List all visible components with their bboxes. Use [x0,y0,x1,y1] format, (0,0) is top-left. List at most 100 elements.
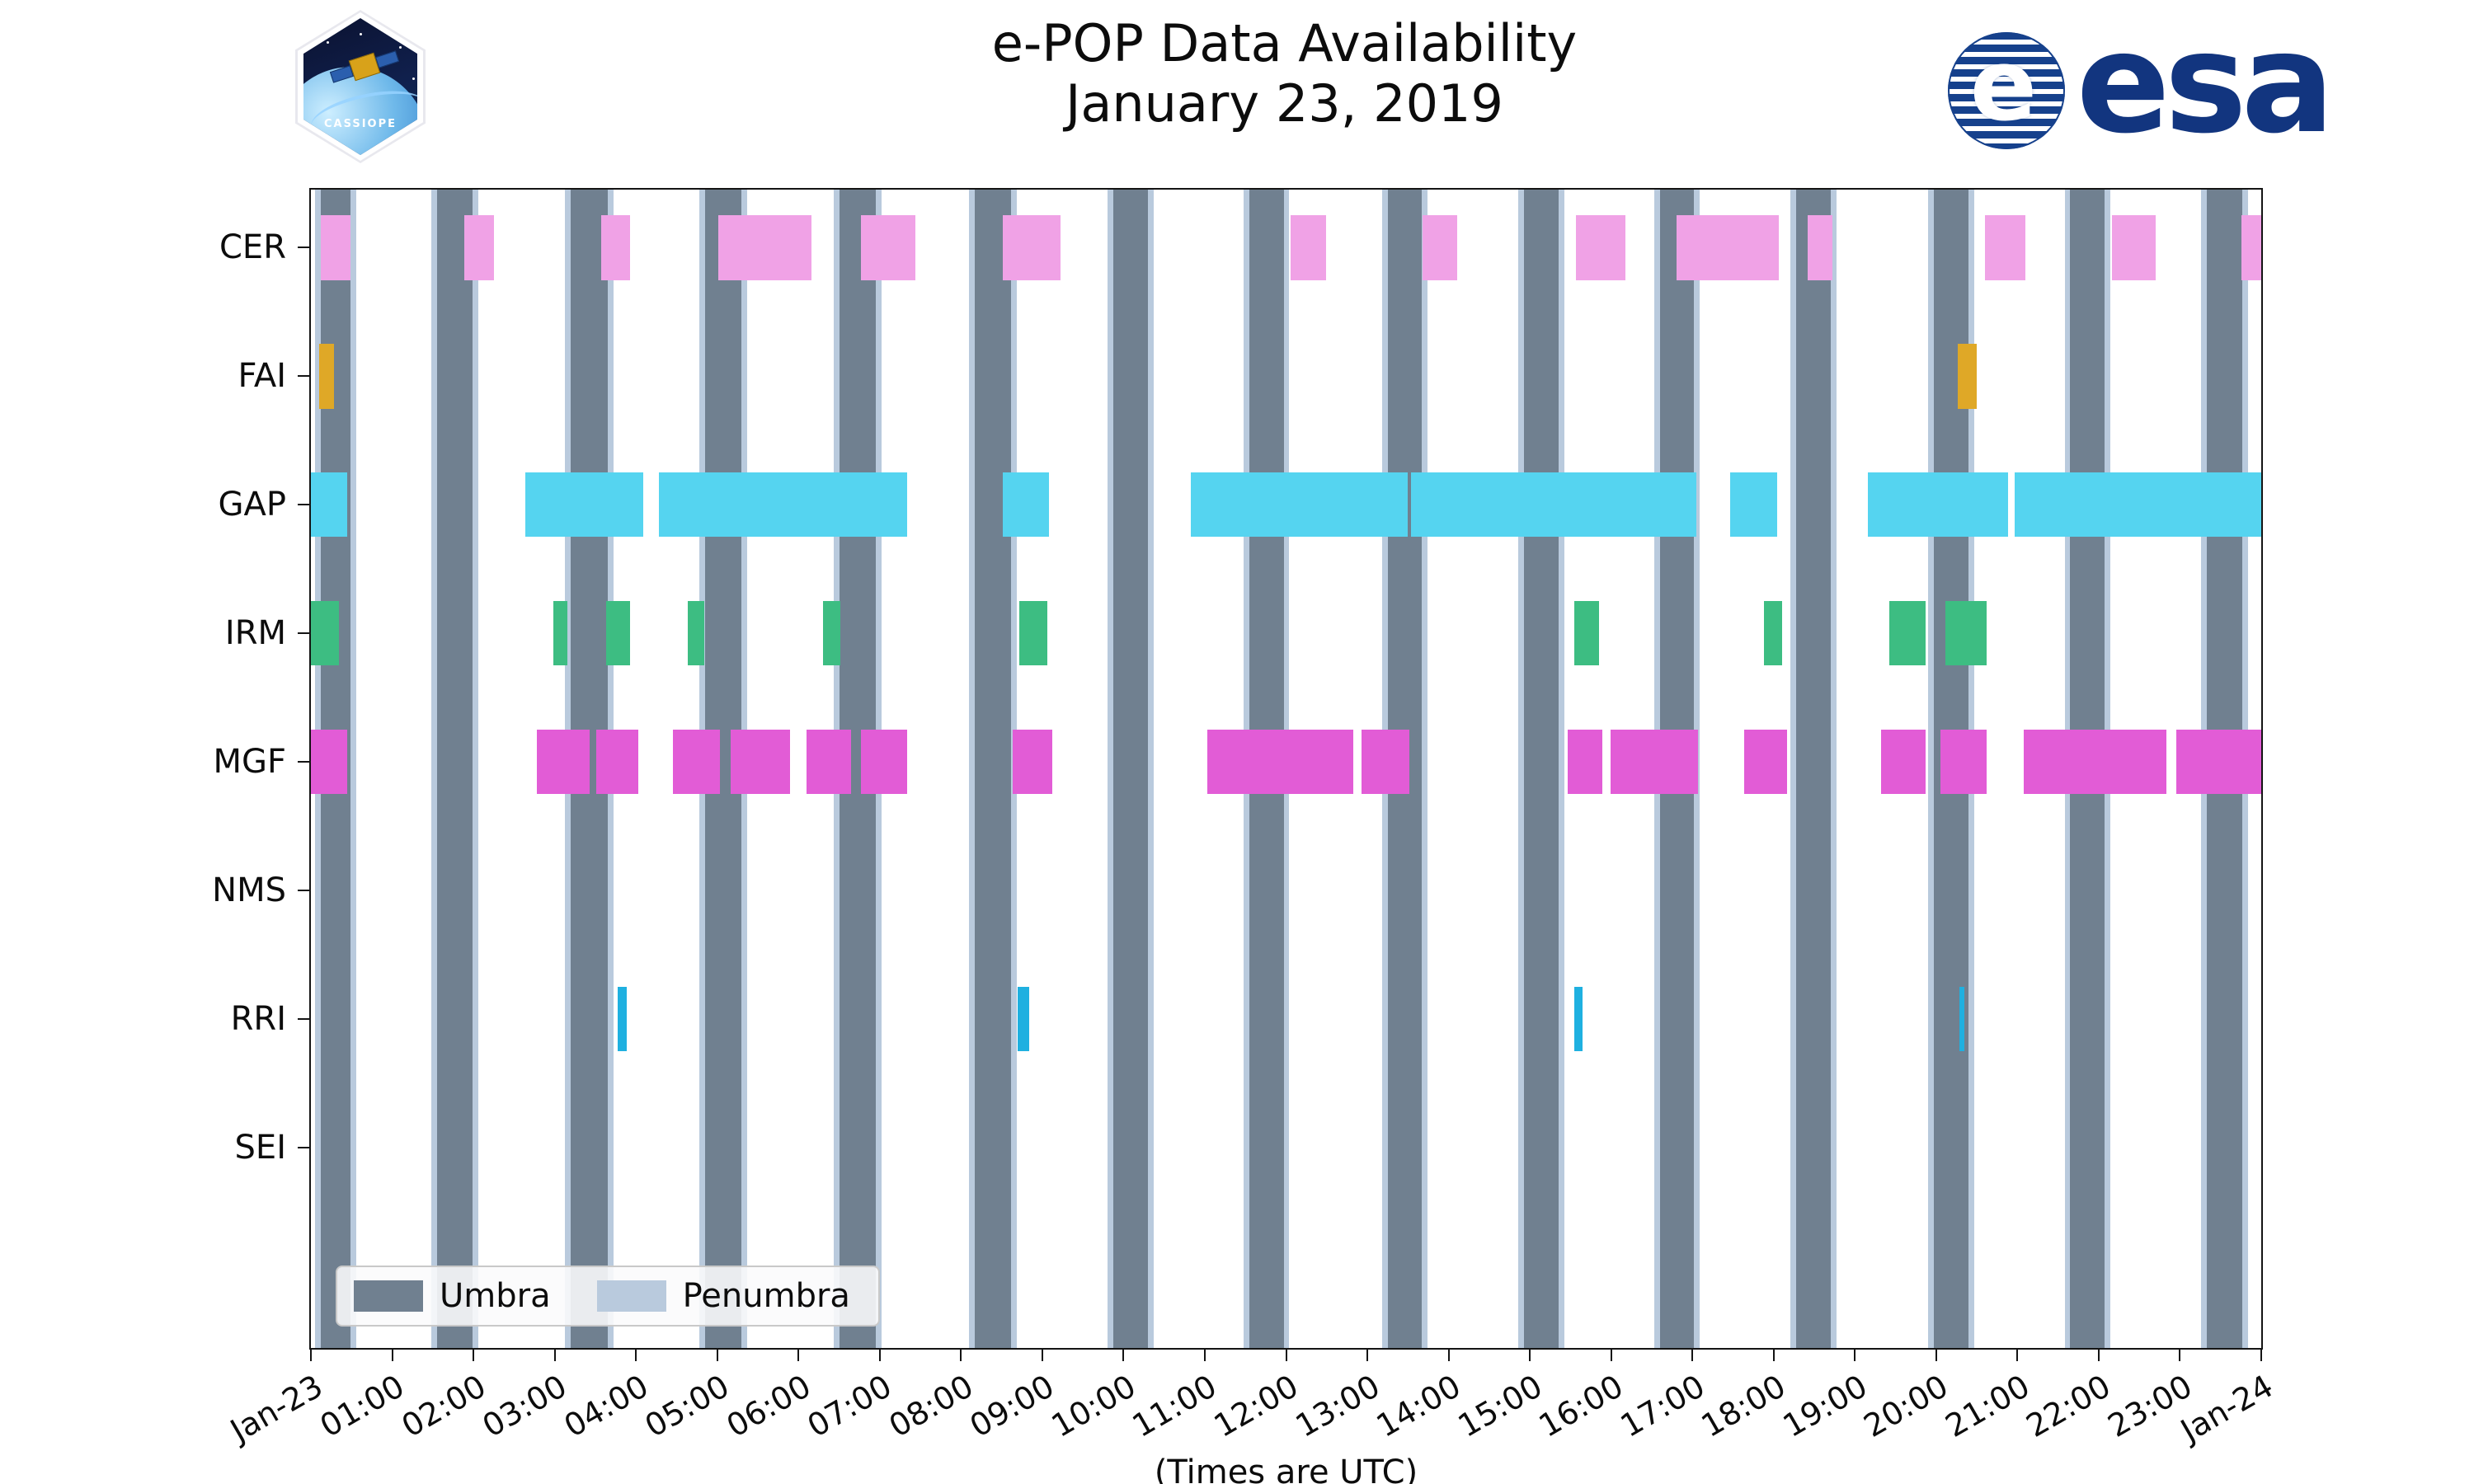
availability-bar-mgf [861,729,908,795]
availability-bar-cer [600,214,631,280]
availability-bar-irm [822,600,840,666]
x-tick-label: Jan-24 [2175,1368,2279,1449]
x-tick-mark [1447,1348,1450,1361]
availability-bar-mgf [731,729,791,795]
availability-bar-cer [320,214,351,280]
y-tick-mark [298,504,311,506]
x-tick-label: 21:00 [1939,1368,2036,1444]
x-tick-mark [1772,1348,1775,1361]
x-tick-mark [1610,1348,1612,1361]
availability-bar-mgf [2175,729,2261,795]
x-tick-mark [2097,1348,2100,1361]
cassiope-label: CASSIOPE [323,118,397,130]
x-tick-mark [473,1348,475,1361]
x-tick-mark [960,1348,962,1361]
x-tick-label: 09:00 [964,1368,1061,1444]
availability-bar-cer [2111,214,2156,280]
x-tick-label: 12:00 [1207,1368,1305,1444]
x-tick-mark [1041,1348,1043,1361]
x-tick-mark [1285,1348,1287,1361]
availability-bar-gap [525,472,644,538]
availability-bar-mgf [2024,729,2166,795]
x-tick-label: 19:00 [1776,1368,1874,1444]
availability-bar-irm [311,600,339,666]
availability-bar-mgf [1940,729,1987,795]
availability-bar-rri [1574,986,1583,1052]
availability-bar-mgf [595,729,639,795]
availability-bar-rri [617,986,628,1052]
x-tick-mark [1529,1348,1531,1361]
y-tick-mark [298,247,311,249]
penumbra-swatch [596,1280,666,1312]
x-tick-label: 02:00 [395,1368,492,1444]
availability-bar-irm [553,600,568,666]
availability-bar-cer [861,214,916,280]
availability-bar-cer [1291,214,1326,280]
esa-logo: e esa [1947,14,2335,153]
x-tick-label: 03:00 [476,1368,573,1444]
x-tick-mark [797,1348,800,1361]
y-tick-mark [298,632,311,635]
x-tick-mark [391,1348,393,1361]
availability-bar-irm [1574,600,1599,666]
umbra-band [975,190,1012,1348]
umbra-band [436,190,473,1348]
availability-bar-irm [605,600,631,666]
x-tick-mark [1935,1348,1937,1361]
x-tick-mark [2016,1348,2019,1361]
y-axis-label-fai: FAI [238,357,287,396]
availability-bar-mgf [807,729,852,795]
axes-layer: CER FAI GAP IRM MGF NMS RRI SEI Jan-23 01:00 02:00… [212,190,2279,1449]
x-tick-label: 18:00 [1695,1368,1792,1444]
y-axis-label-gap: GAP [218,486,286,524]
availability-bar-cer [1808,214,1832,280]
availability-bar-gap [1868,472,2008,538]
x-tick-mark [2179,1348,2181,1361]
x-axis-label: (Times are UTC) [1154,1453,1418,1484]
x-tick-label: 22:00 [2020,1368,2117,1444]
umbra-band [1112,190,1148,1348]
y-tick-mark [298,761,311,763]
esa-globe-icon: e [1947,31,2065,149]
x-tick-label: 08:00 [882,1368,980,1444]
y-tick-mark [298,1146,311,1148]
x-tick-mark [1122,1348,1125,1361]
y-axis-label-nms: NMS [212,871,286,910]
x-tick-label: Jan-23 [224,1368,329,1449]
availability-bar-mgf [1744,729,1787,795]
legend-item-umbra: Umbra [354,1277,551,1315]
legend: Umbra Penumbra [336,1266,880,1327]
x-tick-label: 06:00 [720,1368,817,1444]
x-tick-mark [716,1348,718,1361]
y-axis-label-irm: IRM [224,614,286,653]
y-axis-label-cer: CER [219,228,286,267]
x-tick-label: 04:00 [557,1368,655,1444]
availability-bar-gap [1191,472,1409,538]
x-tick-label: 15:00 [1451,1368,1549,1444]
availability-bar-mgf [1206,729,1354,795]
x-tick-label: 11:00 [1126,1368,1223,1444]
x-tick-label: 01:00 [313,1368,411,1444]
availability-bar-mgf [1362,729,1410,795]
esa-wordmark: esa [2076,2,2335,164]
availability-bar-irm [688,600,704,666]
umbra-swatch [354,1280,423,1312]
availability-bar-mgf [1568,729,1602,795]
x-tick-label: 16:00 [1532,1368,1630,1444]
availability-bar-cer [2241,214,2261,280]
x-tick-label: 05:00 [638,1368,736,1444]
availability-bar-gap [311,472,348,538]
x-tick-label: 14:00 [1370,1368,1467,1444]
availability-bar-cer [1423,214,1458,280]
availability-bar-mgf [1880,729,1926,795]
cassiope-logo: CASSIOPE [295,10,426,163]
availability-bar-gap [1411,472,1697,538]
x-tick-mark [1854,1348,1856,1361]
x-tick-mark [878,1348,881,1361]
bars-layer [311,190,2261,1348]
y-axis-label-mgf: MGF [213,743,286,782]
x-tick-mark [1691,1348,1694,1361]
availability-bar-irm [1019,600,1047,666]
x-tick-mark [1203,1348,1206,1361]
